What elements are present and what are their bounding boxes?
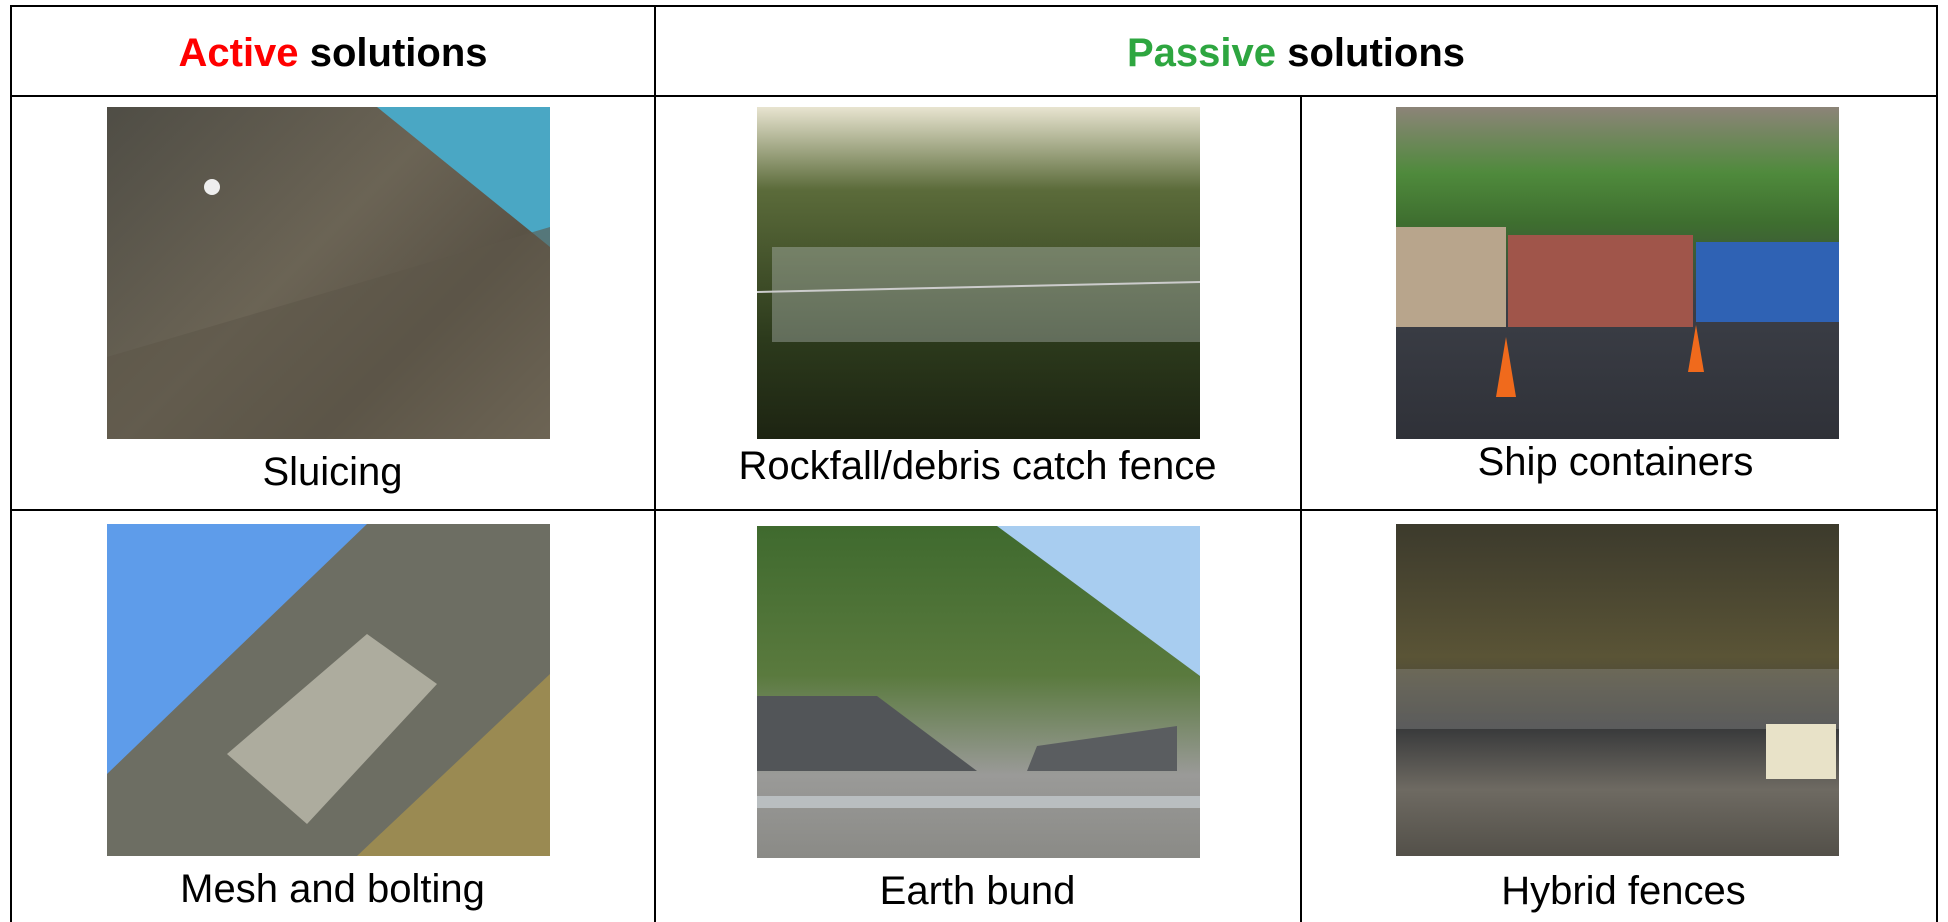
- photo: [107, 524, 550, 856]
- caption: Hybrid fences: [1501, 869, 1746, 913]
- photo: [1396, 107, 1839, 439]
- table-border: [10, 5, 12, 922]
- caption: Rockfall/debris catch fence: [738, 444, 1217, 488]
- photo-art: [757, 247, 1200, 342]
- photo-art: [1396, 669, 1839, 779]
- table-border: [10, 5, 1938, 7]
- photo: [757, 526, 1200, 858]
- photo: [107, 107, 550, 439]
- table-border: [10, 509, 1938, 511]
- header-text: solutions: [1287, 30, 1465, 75]
- header-text: solutions: [309, 30, 488, 75]
- caption: Mesh and bolting: [180, 867, 485, 911]
- table-border: [10, 95, 1938, 97]
- photo-art: [107, 107, 550, 439]
- caption: Earth bund: [879, 869, 1076, 913]
- header-cell: Passive solutions: [656, 10, 1936, 96]
- photo-art: [1396, 227, 1839, 397]
- highlight-word: Passive: [1127, 30, 1277, 75]
- photo: [757, 107, 1200, 439]
- caption: Ship containers: [1477, 440, 1754, 484]
- photo-art: [757, 526, 1200, 808]
- table-border: [1936, 5, 1938, 922]
- highlight-word: Active: [178, 30, 299, 75]
- table-border: [1300, 97, 1302, 922]
- caption: Sluicing: [262, 450, 403, 494]
- header-cell: Active solutions: [12, 10, 654, 96]
- photo: [1396, 524, 1839, 856]
- table-border: [654, 5, 656, 922]
- photo-art: [107, 524, 550, 856]
